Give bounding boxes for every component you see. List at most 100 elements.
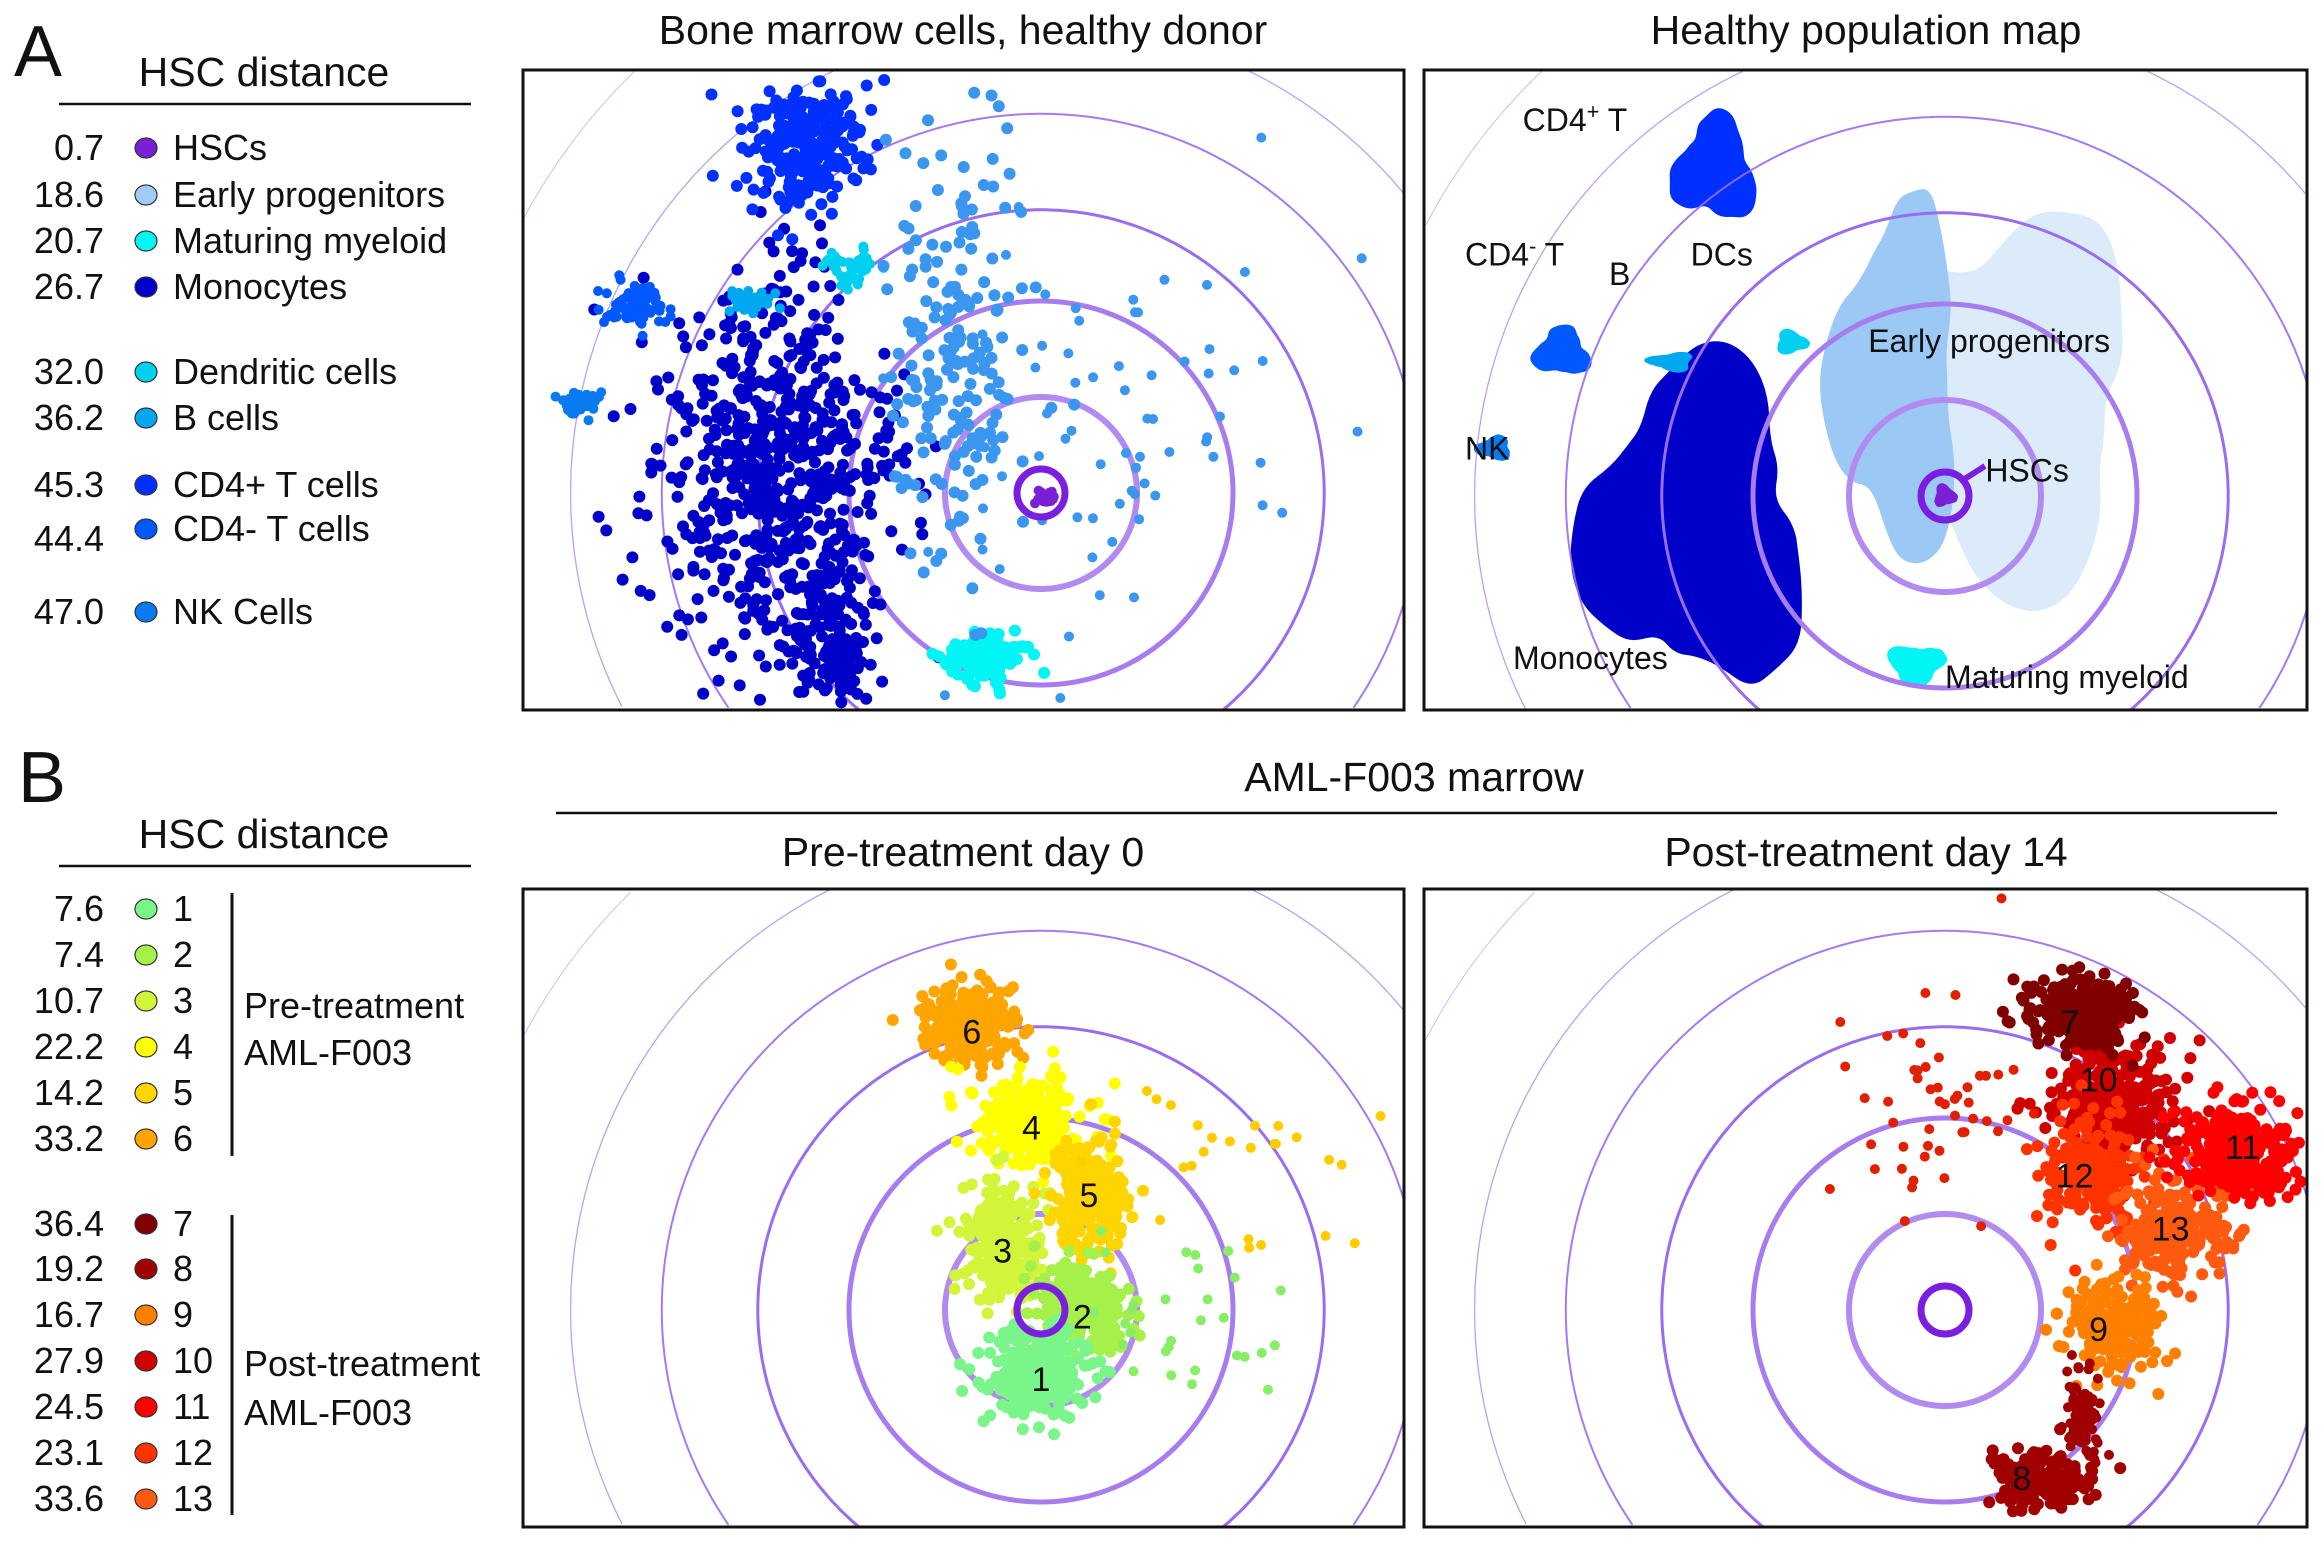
scatter-point (742, 303, 753, 314)
scatter-point (792, 136, 805, 149)
scatter-point (786, 441, 799, 454)
hsc-distance-ring (1564, 115, 2307, 709)
scatter-point (992, 100, 1005, 113)
scatter-point (817, 353, 830, 366)
scatter-point (832, 294, 845, 306)
scatter-point (801, 186, 814, 199)
chart-title-healthy-donor: Bone marrow cells, healthy donor (659, 7, 1267, 53)
scatter-point (645, 466, 658, 479)
legend-label: HSCs (173, 127, 267, 168)
scatter-point (840, 591, 853, 604)
scatter-point (956, 1385, 969, 1397)
scatter-point (872, 432, 885, 445)
scatter-point (2015, 991, 2028, 1004)
scatter-point (822, 311, 835, 324)
scatter-point (2092, 1301, 2105, 1314)
scatter-point (2136, 1295, 2149, 1307)
scatter-point (763, 401, 776, 413)
scatter-point (763, 134, 776, 147)
scatter-point (2279, 1122, 2292, 1135)
scatter-point (609, 312, 619, 323)
scatter-point (783, 176, 796, 189)
legend-value: 36.2 (34, 397, 104, 438)
scatter-point (1067, 1273, 1080, 1286)
scatter-point (1128, 294, 1139, 305)
legend-value: 19.2 (34, 1248, 104, 1289)
hsc-distance-ring (523, 891, 631, 1036)
scatter-point (2168, 1268, 2181, 1281)
scatter-point (1074, 1324, 1087, 1337)
scatter-point (696, 473, 709, 485)
scatter-point (622, 313, 632, 324)
scatter-point (2145, 1057, 2158, 1070)
scatter-point (999, 201, 1012, 214)
scatter-point (780, 379, 793, 392)
scatter-point (1119, 385, 1130, 396)
scatter-point (753, 649, 766, 662)
scatter-point (750, 593, 763, 606)
scatter-point (1202, 1294, 1213, 1305)
scatter-point (891, 398, 904, 411)
scatter-point (1151, 1094, 1162, 1105)
hsc-distance-ring (942, 394, 1140, 592)
scatter-point (835, 159, 848, 172)
scatter-point (871, 138, 884, 151)
scatter-point (960, 406, 973, 419)
scatter-point (982, 1101, 995, 1114)
scatter-point (1126, 1211, 1139, 1224)
scatter-point (2081, 1111, 2094, 1124)
scatter-point (1048, 1135, 1061, 1148)
scatter-point (2066, 1315, 2079, 1328)
scatter-point (2181, 1209, 2194, 1222)
scatter-point (974, 532, 987, 545)
scatter-point (831, 566, 844, 579)
scatter-point (728, 463, 741, 476)
scatter-point (2064, 1131, 2077, 1144)
scatter-point (986, 152, 999, 165)
scatter-point (1208, 451, 1219, 462)
cluster-number-label: 8 (173, 1248, 193, 1289)
scatter-point (921, 400, 934, 413)
scatter-point (611, 299, 621, 310)
scatter-point (706, 169, 719, 182)
scatter-point (722, 590, 735, 603)
scatter-point (859, 618, 872, 631)
scatter-point (753, 133, 766, 146)
scatter-point (1063, 348, 1074, 359)
scatter-point (2125, 1339, 2137, 1352)
scatter-point (1097, 1323, 1110, 1336)
scatter-point (1122, 1193, 1135, 1205)
scatter-point (2094, 1355, 2107, 1368)
scatter-point (1105, 1331, 1118, 1344)
scatter-point (714, 506, 727, 519)
scatter-point (1082, 1359, 1095, 1372)
scatter-point (1257, 500, 1268, 511)
legend-value: 27.9 (34, 1340, 104, 1381)
scatter-point (789, 622, 802, 635)
scatter-point (814, 219, 826, 232)
scatter-point (947, 1030, 960, 1043)
scatter-point (2157, 1111, 2170, 1124)
scatter-point (1336, 1159, 1347, 1170)
scatter-point (935, 547, 948, 560)
scatter-point (693, 545, 706, 558)
scatter-point (2252, 1144, 2265, 1157)
scatter-point (927, 276, 940, 289)
scatter-point (773, 150, 786, 163)
scatter-point (1255, 457, 1266, 468)
scatter-point (958, 639, 971, 652)
scatter-point (972, 1041, 985, 1054)
legend-dot-icon (134, 1258, 158, 1280)
chart-title-population-map: Healthy population map (1651, 7, 2082, 53)
scatter-point (2161, 1242, 2174, 1255)
scatter-point (936, 1010, 949, 1023)
scatter-point (1002, 291, 1015, 304)
population-region (1644, 351, 1693, 373)
plot-frame (1422, 68, 2309, 712)
scatter-point (928, 311, 941, 324)
scatter-point (898, 219, 911, 232)
legend-value: 26.7 (34, 266, 104, 307)
scatter-point (851, 687, 864, 700)
scatter-point (625, 292, 636, 303)
scatter-point (571, 396, 581, 407)
